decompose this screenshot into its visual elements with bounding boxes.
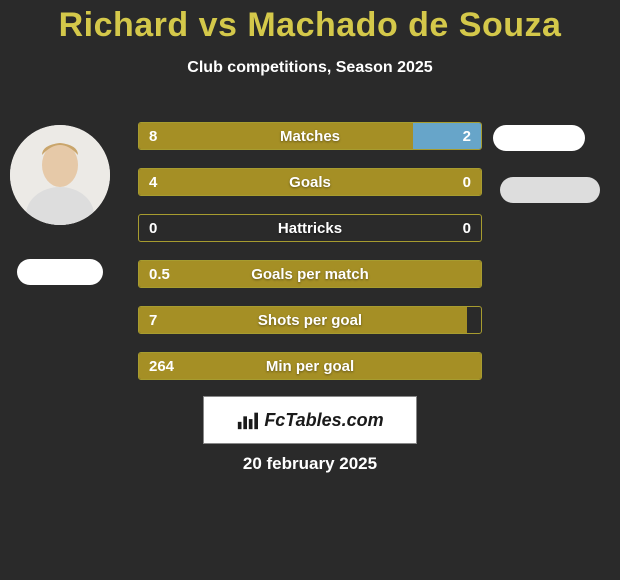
player-right-name-pill bbox=[500, 177, 600, 203]
chart-bars-icon bbox=[236, 409, 258, 431]
player-left-name-pill bbox=[17, 259, 103, 285]
comparison-bars: 8 Matches 2 4 Goals 0 0 Hattricks 0 0.5 … bbox=[138, 122, 482, 398]
date-label: 20 february 2025 bbox=[0, 454, 620, 474]
stat-label: Goals per match bbox=[139, 261, 481, 287]
stat-value-right: 0 bbox=[463, 215, 471, 241]
stat-row-matches: 8 Matches 2 bbox=[138, 122, 482, 150]
player-left-avatar bbox=[10, 125, 110, 225]
avatar-placeholder-icon bbox=[10, 125, 110, 225]
stat-row-goals-per-match: 0.5 Goals per match bbox=[138, 260, 482, 288]
stat-value-right: 0 bbox=[463, 169, 471, 195]
stat-row-goals: 4 Goals 0 bbox=[138, 168, 482, 196]
player-right-avatar-pill bbox=[493, 125, 585, 151]
logo-text: FcTables.com bbox=[264, 410, 383, 431]
stat-row-shots-per-goal: 7 Shots per goal bbox=[138, 306, 482, 334]
subtitle: Club competitions, Season 2025 bbox=[0, 59, 620, 77]
page-title: Richard vs Machado de Souza bbox=[0, 0, 620, 45]
stat-value-right: 2 bbox=[463, 123, 471, 149]
stat-label: Matches bbox=[139, 123, 481, 149]
fctables-logo: FcTables.com bbox=[203, 396, 417, 444]
stat-label: Shots per goal bbox=[139, 307, 481, 333]
stat-label: Min per goal bbox=[139, 353, 481, 379]
stat-label: Hattricks bbox=[139, 215, 481, 241]
stat-row-min-per-goal: 264 Min per goal bbox=[138, 352, 482, 380]
stat-row-hattricks: 0 Hattricks 0 bbox=[138, 214, 482, 242]
stat-label: Goals bbox=[139, 169, 481, 195]
